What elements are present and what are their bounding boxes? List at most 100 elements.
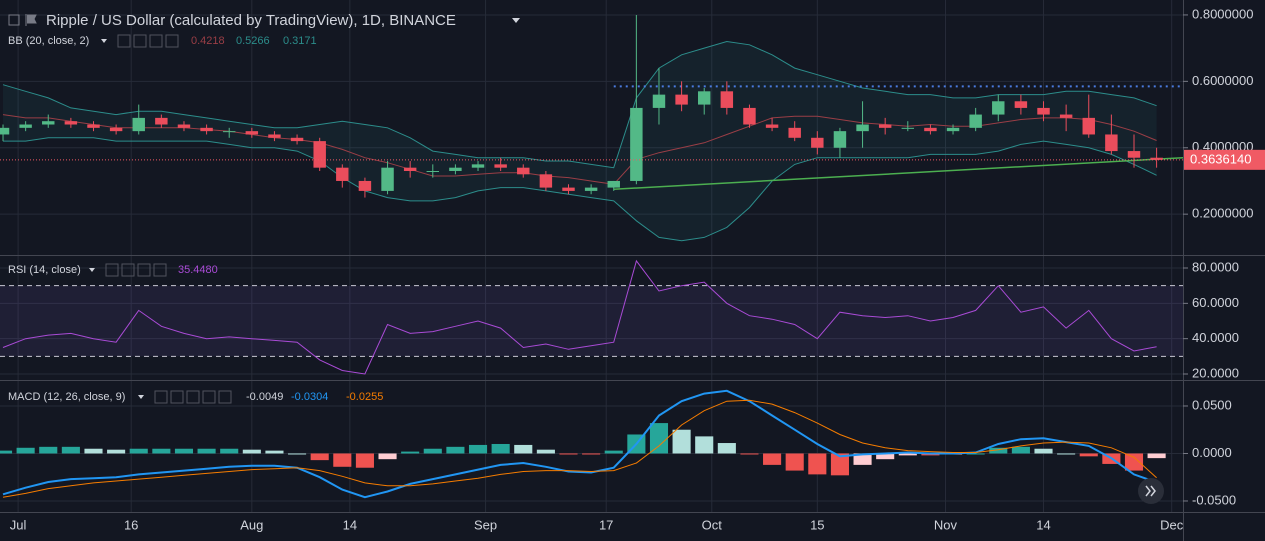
legend-icon[interactable]: [137, 263, 151, 277]
histogram-bar: [468, 444, 488, 454]
legend-icon[interactable]: [218, 390, 232, 404]
candle-body: [290, 137, 304, 142]
x-tick-label: 16: [124, 517, 138, 532]
candle-body: [87, 124, 100, 128]
candle-body: [1127, 151, 1141, 158]
legend-icon[interactable]: [133, 34, 147, 48]
legend-icon[interactable]: [149, 34, 163, 48]
scroll-icon: [1145, 485, 1156, 497]
histogram-bar: [1057, 453, 1076, 455]
histogram-bar: [355, 453, 374, 468]
histogram-bar: [16, 447, 35, 454]
x-tick-label: 17: [599, 517, 613, 532]
candle-body: [222, 131, 236, 133]
candle-body: [584, 187, 598, 191]
candle-body: [969, 114, 982, 128]
x-tick-label: 15: [810, 517, 824, 532]
histogram-bar: [717, 443, 736, 454]
candle-body: [42, 121, 55, 125]
band-fill: [3, 41, 1157, 241]
y-tick-label: 0.0000: [1192, 445, 1232, 460]
histogram-bar: [1079, 453, 1098, 457]
histogram-bar: [378, 453, 397, 460]
candle-body: [494, 164, 507, 168]
legend-icon[interactable]: [186, 390, 200, 404]
legend-icon[interactable]: [153, 263, 167, 277]
bb-line: [2, 114, 1157, 185]
x-tick-label: Oct: [702, 517, 723, 532]
y-tick-label: 0.2000000: [1192, 206, 1253, 221]
candle-body: [1014, 101, 1028, 108]
candle-body: [607, 180, 620, 188]
legend-value: 35.4480: [178, 264, 218, 276]
histogram-bar: [649, 423, 669, 454]
x-tick-label: 14: [1036, 517, 1050, 532]
collapse-button[interactable]: [8, 14, 20, 26]
histogram-bar: [853, 453, 872, 465]
candle-body: [426, 170, 440, 172]
histogram-bar: [197, 448, 216, 454]
histogram-bar: [310, 453, 329, 461]
candle-body: [992, 101, 1005, 115]
candle-body: [811, 137, 824, 148]
indicator-legend: MACD (12, 26, close, 9): [8, 391, 125, 403]
histogram-bar: [582, 453, 601, 455]
candle-body: [177, 124, 191, 128]
y-tick-label: 0.0500: [1192, 397, 1232, 412]
y-tick-label: 60.0000: [1192, 295, 1239, 310]
candle-body: [833, 131, 847, 148]
histogram-bar: [695, 436, 714, 454]
candle-body: [856, 124, 869, 132]
histogram-bar: [265, 450, 284, 454]
candle-body: [517, 167, 530, 175]
histogram-bar: [242, 449, 261, 454]
candle-body: [878, 124, 892, 128]
dropdown-arrow[interactable]: [512, 18, 520, 23]
indicator-legend: BB (20, close, 2): [8, 35, 89, 47]
x-tick-label: Sep: [474, 517, 497, 532]
legend-icon[interactable]: [154, 390, 168, 404]
candle-body: [381, 167, 394, 191]
legend-value: -0.0255: [346, 391, 383, 403]
legend-icon[interactable]: [170, 390, 184, 404]
y-tick-label: -0.0500: [1192, 492, 1236, 507]
histogram-bar: [604, 450, 623, 454]
legend-icon[interactable]: [105, 263, 119, 277]
legend-icon[interactable]: [117, 34, 131, 48]
candle-body: [630, 107, 643, 181]
candle-body: [1059, 114, 1073, 118]
legend-icon[interactable]: [202, 390, 216, 404]
histogram-bar: [1147, 453, 1166, 459]
scroll-button[interactable]: [1138, 478, 1164, 504]
indicator-legend: RSI (14, close): [8, 264, 81, 276]
histogram-bar: [672, 429, 691, 454]
candle-body: [200, 127, 213, 132]
dropdown-arrow[interactable]: [101, 39, 107, 43]
histogram-bar: [808, 453, 827, 475]
candle-body: [720, 91, 734, 108]
histogram-bar: [536, 449, 555, 454]
candle-body: [743, 107, 756, 125]
last-price-label: 0.3636140: [1190, 151, 1251, 166]
histogram-bar: [446, 446, 465, 454]
candle-body: [539, 174, 553, 188]
histogram-bar: [830, 453, 849, 476]
bb-line: [2, 40, 1157, 169]
candle-body: [132, 117, 145, 132]
histogram-bar: [514, 444, 533, 454]
dropdown-arrow[interactable]: [89, 268, 95, 272]
legend-icon[interactable]: [165, 34, 179, 48]
candle-body: [64, 121, 78, 125]
histogram-bar: [39, 446, 58, 454]
legend-value: 0.5266: [236, 35, 270, 47]
dropdown-arrow[interactable]: [138, 395, 144, 399]
histogram-bar: [288, 453, 307, 455]
histogram-bar: [876, 453, 895, 460]
macd-line: [2, 399, 1157, 498]
candle-body: [336, 167, 349, 181]
legend-icon[interactable]: [121, 263, 135, 277]
flag-icon: [25, 14, 37, 26]
candle-body: [1082, 117, 1095, 135]
histogram-bar: [898, 453, 917, 456]
